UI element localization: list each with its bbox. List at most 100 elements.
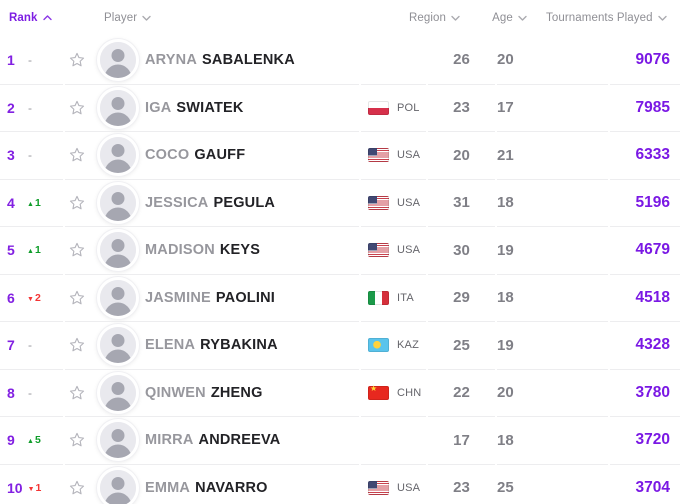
- rank-change: ▼ 1: [28, 482, 42, 494]
- age-value: 23: [453, 479, 470, 497]
- player-avatar: [97, 86, 139, 129]
- player-cell: EMMA NAVARRO: [65, 463, 359, 504]
- chevron-down-icon: [451, 15, 460, 21]
- age-value: 20: [453, 146, 470, 164]
- player-avatar: [97, 466, 139, 504]
- region-code: KAZ: [397, 339, 419, 352]
- player-cell: QINWEN ZHENG: [65, 368, 359, 417]
- player-last-name: GAUFF: [194, 147, 246, 164]
- table-row[interactable]: 5 ▲ 1 MADISON KEYS USA: [0, 226, 680, 274]
- favorite-star-icon[interactable]: [67, 335, 87, 355]
- favorite-star-icon[interactable]: [67, 478, 87, 498]
- rank-change: -: [27, 386, 32, 400]
- rank-change: -: [27, 338, 32, 352]
- age-value: 25: [453, 336, 470, 354]
- points-value: 5196: [635, 193, 670, 211]
- column-header-region[interactable]: Region: [400, 12, 474, 24]
- rank-change: -: [27, 101, 32, 115]
- player-first-name: MIRRA: [145, 432, 194, 449]
- player-cell: ELENA RYBAKINA: [65, 321, 359, 369]
- rank-cell: 1 -: [0, 36, 63, 84]
- player-last-name: PAOLINI: [215, 289, 275, 306]
- rank-cell: 8 -: [0, 368, 63, 417]
- rank-cell: 6 ▼ 2: [0, 273, 63, 322]
- tournaments-value: 19: [497, 336, 514, 354]
- points-cell: 3704: [610, 463, 680, 504]
- player-avatar: [97, 371, 139, 414]
- favorite-star-icon[interactable]: [67, 193, 87, 213]
- favorite-star-icon[interactable]: [67, 98, 87, 118]
- points-cell: 9076: [610, 36, 680, 84]
- column-header-player[interactable]: Player: [74, 12, 398, 24]
- rank-change: ▲ 1: [27, 197, 41, 209]
- player-name: EMMA NAVARRO: [145, 480, 268, 496]
- column-header-tournaments[interactable]: Tournaments Played: [545, 12, 667, 24]
- tournaments-value: 21: [497, 146, 514, 164]
- age-cell: 26: [428, 36, 495, 84]
- region-code: ITA: [397, 291, 414, 304]
- rank-change: ▲ 1: [27, 244, 41, 256]
- column-header-age[interactable]: Age: [476, 12, 543, 24]
- rank-cell: 3 -: [0, 131, 63, 179]
- region-code: POL: [397, 101, 420, 114]
- table-row[interactable]: 1 - ARYNA SABALENKA: [0, 36, 680, 84]
- rank-change: ▼ 2: [27, 292, 41, 304]
- table-row[interactable]: 7 - ELENA RYBAKINA KAZ: [0, 321, 680, 369]
- table-row[interactable]: 9 ▲ 5 MIRRA ANDREEVA: [0, 416, 680, 464]
- age-cell: 29: [428, 273, 495, 322]
- region-cell: USA: [361, 463, 426, 504]
- age-value: 26: [453, 51, 470, 69]
- points-value: 6333: [635, 146, 670, 164]
- player-first-name: JASMINE: [145, 289, 211, 306]
- player-cell: JASMINE PAOLINI: [65, 273, 359, 322]
- chevron-up-icon: [42, 15, 52, 21]
- favorite-star-icon[interactable]: [67, 240, 87, 260]
- region-cell: KAZ: [361, 321, 426, 369]
- rank-change-value: -: [28, 385, 32, 400]
- favorite-star-icon[interactable]: [67, 50, 87, 70]
- column-header-rank[interactable]: Rank: [0, 12, 72, 24]
- points-value: 3780: [635, 383, 670, 401]
- region-cell: [361, 416, 426, 464]
- player-avatar: [97, 419, 139, 462]
- table-row[interactable]: 6 ▼ 2 JASMINE PAOLINI ITA: [0, 273, 680, 322]
- favorite-star-icon[interactable]: [67, 145, 87, 165]
- favorite-star-icon[interactable]: [67, 383, 87, 403]
- player-last-name: KEYS: [219, 242, 261, 259]
- points-cell: 7985: [610, 83, 680, 132]
- player-first-name: EMMA: [145, 479, 191, 496]
- rank-number: 10: [7, 479, 23, 496]
- tournaments-value: 18: [497, 431, 514, 449]
- age-cell: 31: [428, 178, 495, 227]
- player-first-name: MADISON: [145, 242, 215, 259]
- rank-change-value: 1: [34, 196, 41, 209]
- player-avatar: [97, 229, 139, 272]
- age-value: 29: [453, 289, 470, 307]
- rank-change: ▲ 5: [27, 434, 41, 446]
- rank-change-arrow-icon: ▲: [27, 248, 34, 256]
- player-last-name: RYBAKINA: [200, 337, 278, 354]
- age-cell: 25: [428, 321, 495, 369]
- column-label-player: Player: [104, 12, 138, 24]
- tournaments-cell: 17: [497, 83, 608, 132]
- tournaments-cell: 18: [497, 416, 608, 464]
- favorite-star-icon[interactable]: [67, 288, 87, 308]
- flag-icon: [368, 338, 389, 353]
- table-row[interactable]: 10 ▼ 1 EMMA NAVARRO USA: [0, 463, 680, 504]
- column-header-points[interactable]: Points: [659, 12, 680, 24]
- region-cell: USA: [361, 226, 426, 274]
- table-row[interactable]: 3 - COCO GAUFF USA: [0, 131, 680, 179]
- chevron-down-icon: [518, 15, 527, 21]
- column-label-age: Age: [492, 12, 513, 24]
- table-row[interactable]: 4 ▲ 1 JESSICA PEGULA USA: [0, 178, 680, 227]
- points-value: 7985: [635, 98, 670, 116]
- tournaments-cell: 18: [497, 273, 608, 322]
- age-cell: 17: [428, 416, 495, 464]
- player-cell: COCO GAUFF: [65, 131, 359, 179]
- player-last-name: SABALENKA: [202, 51, 295, 68]
- tournaments-cell: 20: [497, 36, 608, 84]
- rank-change-value: 1: [34, 244, 41, 257]
- table-row[interactable]: 2 - IGA SWIATEK POL: [0, 83, 680, 132]
- favorite-star-icon[interactable]: [67, 430, 87, 450]
